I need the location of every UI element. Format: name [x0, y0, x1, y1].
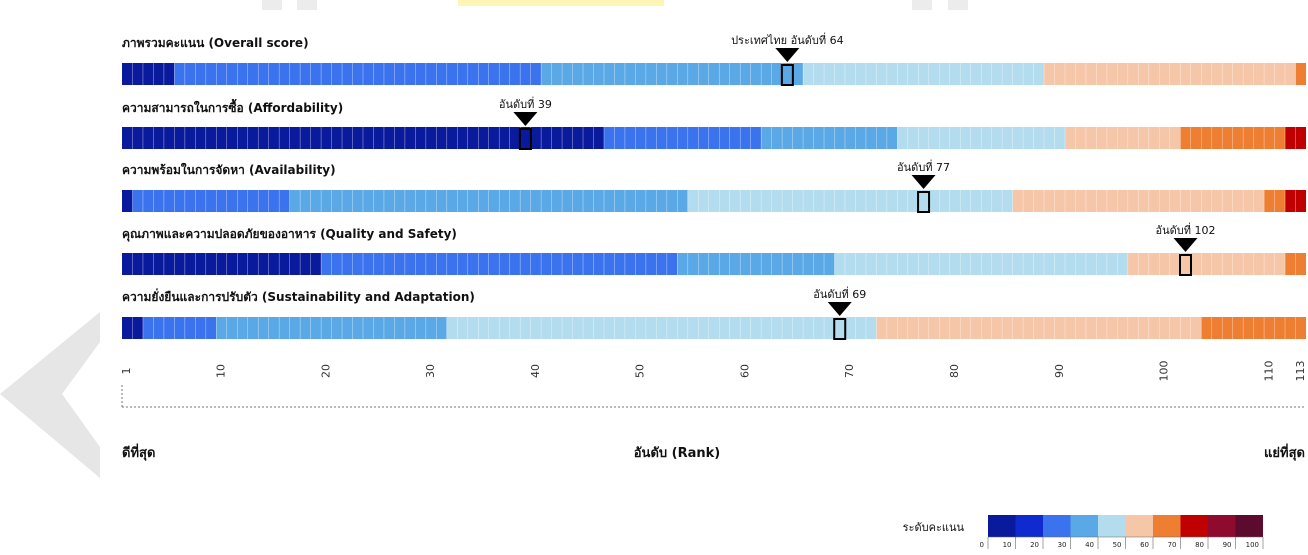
marker-triangle-icon — [827, 302, 852, 316]
x-tick-label: 60 — [738, 364, 751, 378]
heatmap-row: ความสามารถในการซื้อ (Affordability) อันดั… — [122, 96, 1306, 150]
marker-triangle-icon — [775, 48, 800, 62]
legend-tick-label: 80 — [1195, 541, 1204, 549]
legend-tick-label: 70 — [1168, 541, 1177, 549]
thailand-rank-marker-box — [833, 318, 847, 340]
rank-segment — [876, 317, 1202, 339]
x-tick-label: 90 — [1053, 364, 1066, 378]
legend-swatch — [1125, 515, 1153, 537]
rank-segment — [687, 190, 1013, 212]
legend-tick-label: 0 — [980, 541, 984, 549]
legend-tick-label: 60 — [1140, 541, 1149, 549]
x-tick-label: 30 — [424, 364, 437, 378]
legend-swatch — [1180, 515, 1208, 537]
legend-swatch — [988, 515, 1016, 537]
rank-segment — [603, 127, 762, 149]
x-tick-label: 100 — [1158, 361, 1171, 382]
x-tick-label: 1 — [120, 368, 133, 375]
worst-rank-label: แย่ที่สุด — [1264, 443, 1305, 461]
top-decoration-square — [262, 0, 282, 10]
heatmap-row: ความพร้อมในการจัดหา (Availability) อันดับ… — [122, 159, 1306, 213]
marker-label: อันดับที่ 77 — [897, 159, 950, 174]
legend-swatch — [1043, 515, 1071, 537]
legend-tick-label: 10 — [1003, 541, 1012, 549]
thailand-rank-marker-box — [780, 64, 794, 86]
rank-segment — [142, 317, 217, 339]
marker-label: ประเทศไทย อันดับที่ 64 — [731, 32, 844, 47]
legend-swatch — [1015, 515, 1043, 537]
rank-segment — [1127, 253, 1286, 275]
marker-triangle-icon — [1173, 238, 1198, 252]
rank-segment — [1295, 63, 1306, 85]
rank-segment — [174, 63, 542, 85]
heatmap-row: คุณภาพและความปลอดภัยของอาหาร (Quality an… — [122, 222, 1306, 276]
marker-label: อันดับที่ 69 — [813, 286, 866, 301]
legend-tick-label: 20 — [1030, 541, 1039, 549]
row-title: ความสามารถในการซื้อ (Affordability) — [122, 98, 343, 115]
x-axis-title: อันดับ (Rank) — [634, 446, 720, 461]
rank-segment — [132, 190, 290, 212]
thailand-rank-marker-box — [917, 191, 931, 213]
rank-segment — [677, 253, 835, 275]
x-tick-label: 70 — [843, 364, 856, 378]
rank-segment — [446, 317, 877, 339]
rank-segment — [761, 127, 898, 149]
rank-separators — [132, 253, 1296, 275]
legend-swatch — [1235, 515, 1263, 537]
x-tick-label: 80 — [948, 364, 961, 378]
top-decoration-square — [912, 0, 932, 10]
legend-tick-label: 30 — [1058, 541, 1067, 549]
legend-tick-label: 100 — [1246, 541, 1259, 549]
legend-title: ระดับคะแนน — [903, 521, 965, 534]
rank-separators — [132, 190, 1296, 212]
row-title: ภาพรวมคะแนน (Overall score) — [122, 36, 309, 50]
score-legend: ระดับคะแนน 0 10 20 30 40 50 60 70 80 90 100 — [903, 515, 1264, 549]
marker-label: อันดับที่ 39 — [499, 96, 552, 111]
heatmap-row: ภาพรวมคะแนน (Overall score) ประเทศไทย อัน… — [122, 32, 1306, 86]
x-axis-ticks: 1 10 20 30 40 50 60 70 80 90 100 110 113 — [120, 361, 1307, 382]
chevron-watermark-shape — [0, 312, 100, 478]
top-decoration-square — [948, 0, 968, 10]
row-title: คุณภาพและความปลอดภัยของอาหาร (Quality an… — [122, 227, 457, 242]
rank-segment — [122, 190, 133, 212]
x-tick-label: 50 — [634, 364, 647, 378]
legend-tick-label: 90 — [1223, 541, 1232, 549]
legend-tick-label: 40 — [1085, 541, 1094, 549]
marker-triangle-icon — [911, 175, 936, 189]
marker-label: อันดับที่ 102 — [1156, 222, 1216, 237]
rank-segment — [122, 63, 175, 85]
x-tick-label: 20 — [319, 364, 332, 378]
heatmap-row: ความยั่งยืนและการปรับตัว (Sustainability… — [122, 286, 1306, 340]
legend-swatch — [1070, 515, 1098, 537]
rank-segment — [1065, 127, 1181, 149]
x-tick-label: 110 — [1262, 361, 1275, 382]
row-title: ความพร้อมในการจัดหา (Availability) — [122, 162, 336, 177]
top-highlight-strip — [458, 0, 664, 6]
x-tick-label: 40 — [529, 364, 542, 378]
x-tick-label: 10 — [215, 364, 228, 378]
legend-swatch — [1153, 515, 1181, 537]
heatmap-rows: ภาพรวมคะแนน (Overall score) ประเทศไทย อัน… — [122, 32, 1306, 340]
rank-segment — [122, 253, 322, 275]
row-title: ความยั่งยืนและการปรับตัว (Sustainability… — [122, 288, 475, 304]
legend-swatch — [1208, 515, 1236, 537]
x-tick-label: 113 — [1294, 361, 1307, 382]
thailand-rank-marker-box — [1179, 254, 1192, 276]
rank-segment — [803, 63, 1045, 85]
marker-triangle-icon — [513, 112, 538, 126]
rank-segment — [541, 63, 804, 85]
rank-separators — [132, 317, 1296, 339]
legend-tick-label: 50 — [1113, 541, 1122, 549]
top-decoration-square — [297, 0, 317, 10]
best-rank-label: ดีที่สุด — [122, 443, 155, 461]
thailand-rank-marker-box — [518, 128, 532, 150]
legend-swatch — [1098, 515, 1126, 537]
